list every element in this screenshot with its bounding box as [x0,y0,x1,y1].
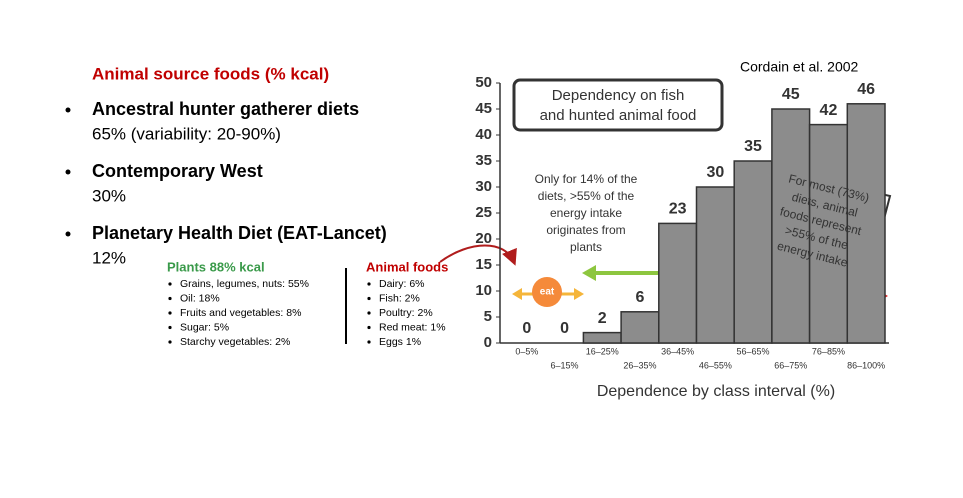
list-dot [367,340,371,344]
y-tick-label: 10 [475,282,492,299]
y-tick-label: 30 [475,178,492,195]
bar [771,108,811,344]
annotation-box [512,78,724,132]
x-tick-label: 16–25% [586,346,619,356]
data-label: 0 [522,320,531,337]
list-item: Oil: 18% [180,292,220,304]
data-label: 23 [669,201,687,218]
logo [532,277,562,307]
x-tick-label: 36–45% [661,346,694,356]
bullet-list: Ancestral hunter gatherer diets 65% (vari… [65,99,387,267]
bullet-dot [65,107,71,113]
bullet-detail: 65% (variability: 20-90%) [92,124,281,143]
data-label: 35 [744,138,762,155]
x-tick-label: 26–35% [623,360,656,370]
list-title: Animal foods [366,259,448,274]
bullet-detail: 30% [92,186,126,205]
x-tick-label: 76–85% [812,346,845,356]
x-tick-label: 0–5% [515,346,538,356]
data-label: 45 [782,86,800,103]
food-lists: Plants 88% kcal Grains, legumes, nuts: 55… [167,259,448,347]
bar [808,123,849,344]
arrow-head [582,265,596,281]
list-item: Fish: 2% [379,292,420,304]
y-tick-label: 15 [475,256,492,273]
x-tick-label: 46–55% [699,360,732,370]
y-tick-label: 0 [484,334,492,351]
list-item: Fruits and vegetables: 8% [180,307,301,319]
bar [582,331,622,344]
list-dot [168,340,172,344]
list-item: Sugar: 5% [180,321,229,333]
y-tick-label: 40 [475,126,492,143]
annotation: originates from [546,223,625,237]
arrow [439,244,517,266]
x-tick-label: 66–75% [774,360,807,370]
bullet-detail: 12% [92,248,126,267]
list-dot [168,282,172,286]
annotation: plants [570,240,602,254]
data-label: 46 [857,81,875,98]
y-tick-label: 35 [475,152,492,169]
logo-text: eat [540,287,555,298]
data-label: 6 [635,289,644,306]
citation: Cordain et al. 2002 [740,59,859,75]
bullet-title: Contemporary West [92,161,263,181]
list-item: Eggs 1% [379,336,421,348]
list-item: Starchy vegetables: 2% [180,336,290,348]
y-tick-label: 5 [484,308,492,325]
data-label: 0 [560,320,569,337]
list-dot [168,311,172,315]
data-label: 30 [706,164,724,181]
x-tick-label: 6–15% [551,360,579,370]
bar [620,311,660,344]
list-dot [367,296,371,301]
arrow-head [574,288,584,300]
list-dot [367,325,371,330]
bar [846,103,886,344]
bar [658,222,698,344]
x-tick-label: 56–65% [737,346,770,356]
y-tick-label: 45 [475,100,492,117]
bar [733,160,773,344]
list-item: Dairy: 6% [379,278,425,290]
list-title: Plants 88% kcal [167,259,265,274]
list-item: Grains, legumes, nuts: 55% [180,278,309,290]
y-tick-label: 25 [475,204,492,221]
y-tick-label: 50 [475,74,492,91]
x-axis-label: Dependence by class interval (%) [597,383,835,400]
list-dot [367,311,371,315]
annotation: Only for 14% of the [535,172,638,186]
bullet-dot [65,169,71,175]
list-item: Poultry: 2% [379,307,433,319]
heading: Animal source foods (% kcal) [92,64,329,83]
bar [695,186,735,344]
bullet-title: Planetary Health Diet (EAT-Lancet) [92,223,387,243]
bullet-dot [65,231,71,237]
data-label: 42 [820,102,838,119]
annotation: diets, >55% of the [538,189,635,203]
y-tick-label: 20 [475,230,492,247]
data-label: 2 [598,310,607,327]
list-item: Red meat: 1% [379,321,446,333]
list-dot [168,325,172,330]
list-dot [367,282,371,286]
x-tick-label: 86–100% [847,360,885,370]
annotation: energy intake [550,206,622,220]
bullet-title: Ancestral hunter gatherer diets [92,99,359,119]
annotation: and hunted animal food [540,107,697,124]
chart: eat 0 5 10 15 20 25 30 35 40 45 50 0–5% 0 6–15% 0 16–25… [439,74,892,400]
list-dot [168,296,172,301]
arrow-head [512,288,522,300]
annotation: Dependency on fish [552,87,685,104]
